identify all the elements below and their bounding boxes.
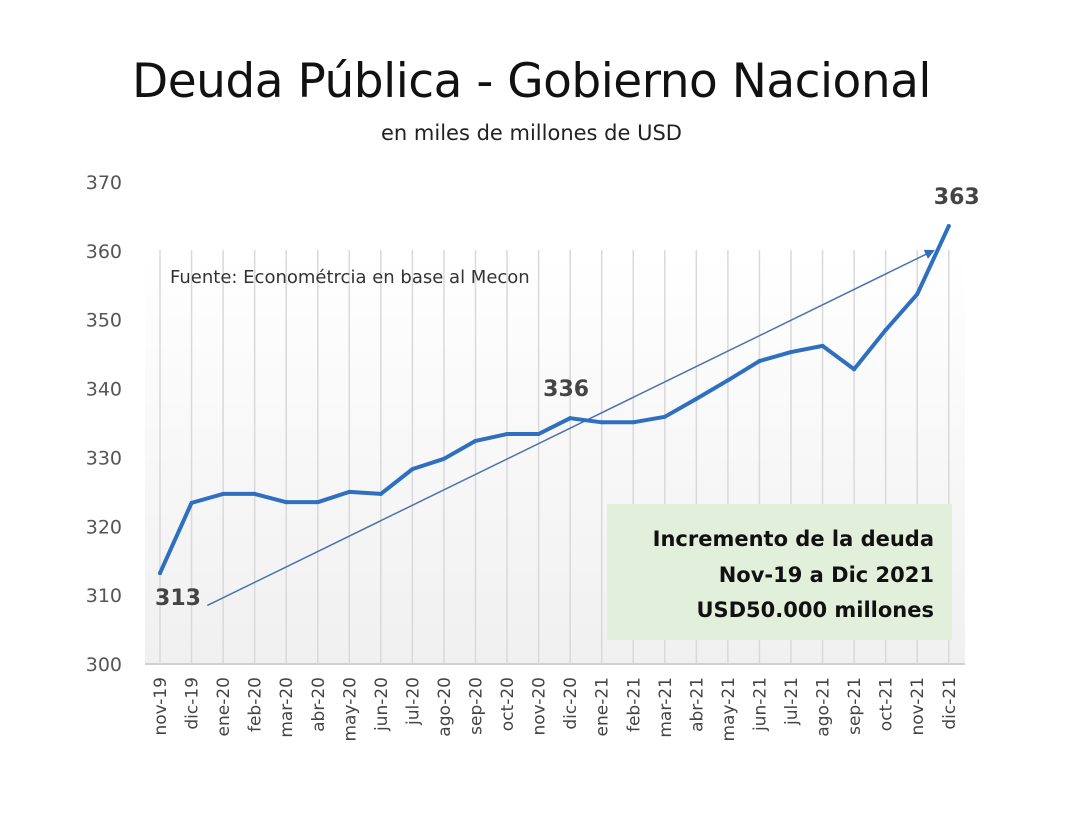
data-point [189, 500, 194, 505]
data-point [599, 420, 604, 425]
chart-subtitle: en miles de millones de USD [381, 121, 682, 145]
x-tick-label: may-20 [340, 677, 360, 742]
data-point [536, 432, 541, 437]
data-point [852, 367, 857, 372]
y-tick-label: 340 [86, 379, 122, 401]
x-tick-label: dic-20 [561, 677, 581, 730]
data-point [694, 396, 699, 401]
data-point [252, 491, 257, 496]
y-axis-ticks: 300 310 320 330 340 350 360 370 [86, 172, 122, 676]
data-point [725, 378, 730, 383]
data-point [315, 500, 320, 505]
x-tick-label: ene-20 [214, 677, 234, 736]
data-label: 336 [543, 377, 589, 402]
x-tick-label: mar-20 [277, 677, 297, 738]
data-point [158, 571, 162, 576]
data-point [505, 432, 510, 437]
x-tick-label: dic-21 [940, 677, 960, 730]
x-tick-label: sep-20 [467, 677, 487, 735]
x-tick-label: nov-20 [530, 677, 550, 736]
data-point [662, 414, 667, 419]
x-tick-label: jul-20 [403, 677, 423, 726]
data-point [410, 467, 415, 472]
annotation-line-1: Incremento de la deuda [653, 527, 934, 551]
data-point [915, 292, 920, 297]
x-tick-label: ago-20 [435, 677, 455, 737]
x-tick-label: ene-21 [593, 677, 613, 736]
x-tick-label: feb-21 [624, 677, 644, 732]
x-tick-label: may-21 [719, 677, 739, 742]
x-tick-label: ago-21 [814, 677, 834, 737]
x-tick-label: jun-21 [750, 677, 770, 732]
data-label: 313 [155, 586, 201, 611]
x-tick-label: jun-20 [372, 677, 392, 732]
data-point [347, 489, 352, 494]
source-note: Fuente: Econométrcia en base al Mecon [170, 267, 530, 288]
data-labels: 313 336 363 [155, 185, 980, 611]
x-tick-label: abr-20 [309, 677, 329, 732]
x-tick-label: oct-20 [498, 677, 518, 731]
data-point [221, 491, 226, 496]
y-tick-label: 330 [86, 447, 122, 469]
x-tick-label: dic-19 [183, 677, 203, 730]
x-tick-label: nov-19 [151, 677, 171, 736]
data-point [473, 438, 478, 443]
data-point [946, 224, 951, 229]
y-tick-label: 360 [86, 241, 122, 263]
data-point [820, 343, 825, 348]
x-tick-label: nov-21 [908, 677, 928, 736]
chart-title: Deuda Pública - Gobierno Nacional [132, 54, 931, 109]
data-points [158, 224, 951, 576]
x-tick-label: feb-20 [246, 677, 266, 732]
x-tick-label: abr-21 [687, 677, 707, 732]
data-point [789, 350, 793, 355]
data-label: 363 [934, 185, 980, 210]
annotation-line-2: Nov-19 a Dic 2021 [719, 563, 934, 587]
data-point [631, 420, 636, 425]
y-tick-label: 310 [86, 585, 122, 607]
x-tick-label: jul-21 [782, 677, 802, 726]
data-point [757, 359, 762, 364]
x-axis-ticks: nov-19 dic-19 ene-20 feb-20 mar-20 abr-20 may-… [151, 677, 960, 742]
y-tick-label: 320 [86, 516, 122, 538]
annotation-line-3: USD50.000 millones [696, 598, 934, 622]
data-point [284, 500, 289, 505]
series-line [158, 224, 951, 576]
trend-arrow [206, 249, 935, 607]
y-tick-label: 370 [86, 172, 122, 194]
x-tick-label: oct-21 [877, 677, 897, 731]
x-tick-label: sep-21 [845, 677, 865, 735]
x-tick-label: mar-21 [656, 677, 676, 738]
data-point [568, 416, 573, 421]
data-point [378, 491, 383, 496]
annotation-box [607, 504, 952, 640]
data-point [883, 328, 888, 333]
y-tick-label: 350 [86, 310, 122, 332]
y-tick-label: 300 [86, 654, 122, 676]
data-point [441, 456, 446, 461]
